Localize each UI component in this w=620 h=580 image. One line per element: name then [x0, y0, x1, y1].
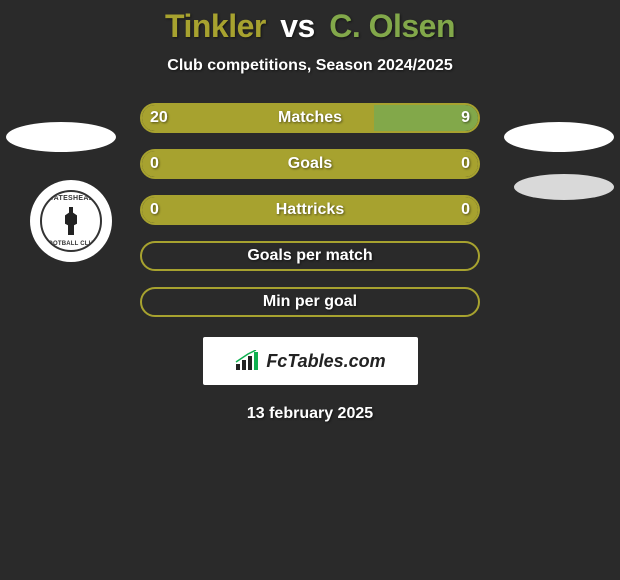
- comparison-row: Goals per match: [140, 241, 480, 271]
- avatar-player2: [504, 122, 614, 152]
- fctables-text: FcTables.com: [266, 351, 385, 372]
- row-label: Min per goal: [140, 287, 480, 317]
- club-badge-bottom-text: FOOTBALL CLUB: [42, 241, 100, 247]
- club-badge-top-text: GATESHEAD: [42, 195, 100, 202]
- row-label: Goals: [140, 149, 480, 179]
- club-badge-figure-icon: [61, 207, 81, 235]
- row-value-left: 0: [150, 149, 159, 179]
- comparison-chart: Matches209Goals00Hattricks00Goals per ma…: [140, 103, 480, 317]
- row-label: Goals per match: [140, 241, 480, 271]
- fctables-chart-icon: [234, 350, 260, 372]
- club-badge-player1: GATESHEAD FOOTBALL CLUB: [30, 180, 112, 262]
- avatar-club2: [514, 174, 614, 200]
- subtitle: Club competitions, Season 2024/2025: [0, 57, 620, 75]
- row-value-left: 0: [150, 195, 159, 225]
- page-title: Tinkler vs C. Olsen: [0, 8, 620, 45]
- avatar-player1: [6, 122, 116, 152]
- title-player1: Tinkler: [165, 8, 266, 44]
- comparison-row: Goals0 0: [140, 149, 480, 179]
- fctables-badge: FcTables.com: [203, 337, 418, 385]
- row-value-left: 20: [150, 103, 168, 133]
- row-label: Hattricks: [140, 195, 480, 225]
- row-label: Matches: [140, 103, 480, 133]
- date-text: 13 february 2025: [0, 405, 620, 423]
- row-value-right: 9: [461, 103, 470, 133]
- title-player2: C. Olsen: [329, 8, 455, 44]
- comparison-row: Matches20 9: [140, 103, 480, 133]
- row-value-right: 0: [461, 195, 470, 225]
- row-value-right: 0: [461, 149, 470, 179]
- title-vs: vs: [280, 8, 315, 44]
- comparison-row: Min per goal: [140, 287, 480, 317]
- comparison-row: Hattricks0 0: [140, 195, 480, 225]
